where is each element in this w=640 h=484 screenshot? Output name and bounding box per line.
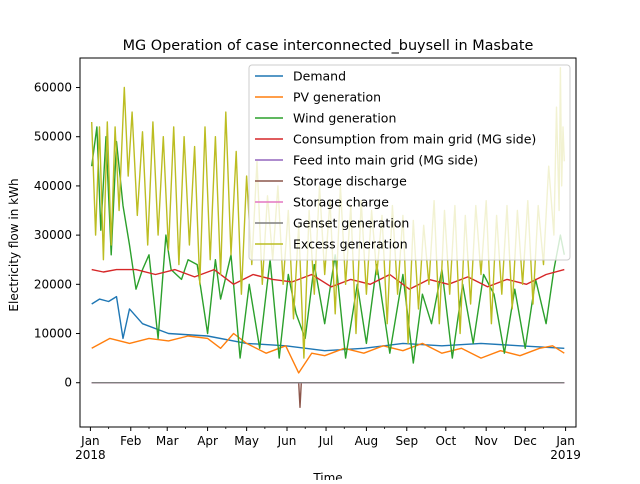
- x-tick-label-12: Jan: [555, 434, 575, 448]
- x-tick-label-0-year: 2018: [75, 448, 106, 462]
- y-tick-label-6: 60000: [34, 81, 72, 95]
- y-tick-label-2: 20000: [34, 277, 72, 291]
- x-tick-label-3: Apr: [197, 434, 218, 448]
- series-line-0: [91, 295, 565, 352]
- series-line-1: [91, 332, 565, 374]
- x-tick-label-5: Jun: [277, 434, 297, 448]
- y-tick-label-1: 10000: [34, 327, 72, 341]
- legend-label-8: Excess generation: [293, 237, 408, 252]
- legend-box: [248, 64, 571, 261]
- y-axis-label: Electricity flow in kWh: [7, 178, 21, 311]
- x-tick-label-9: Oct: [435, 434, 456, 448]
- legend: Demand PV generation Wind generation Consum…: [248, 64, 571, 261]
- legend-label-7: Genset generation: [293, 216, 409, 231]
- x-axis-label: Time: [312, 471, 342, 480]
- y-tick-label-5: 50000: [34, 130, 72, 144]
- legend-label-4: Feed into main grid (MG side): [293, 153, 478, 168]
- x-tick-label-4: May: [234, 434, 259, 448]
- legend-label-1: PV generation: [293, 90, 381, 105]
- y-tick-label-0: 0: [64, 376, 72, 390]
- y-tick-label-4: 40000: [34, 179, 72, 193]
- x-tick-label-2: Mar: [156, 434, 179, 448]
- legend-label-5: Storage discharge: [293, 174, 407, 189]
- x-tick-label-0: Jan: [80, 434, 100, 448]
- axes-frame: [79, 57, 577, 428]
- axes: 0100002000030000400005000060000Jan2018Fe…: [34, 57, 581, 462]
- series-line-2: [91, 126, 565, 364]
- x-tick-label-10: Nov: [474, 434, 497, 448]
- x-tick-label-11: Dec: [514, 434, 537, 448]
- x-tick-label-1: Feb: [120, 434, 141, 448]
- series-line-3: [91, 268, 565, 290]
- plot-area: [91, 67, 565, 408]
- legend-label-3: Consumption from main grid (MG side): [293, 132, 536, 147]
- x-tick-label-8: Sep: [395, 434, 418, 448]
- legend-label-0: Demand: [293, 69, 346, 84]
- legend-label-6: Storage charge: [293, 195, 389, 210]
- x-tick-label-12-year: 2019: [550, 448, 581, 462]
- y-tick-label-3: 30000: [34, 228, 72, 242]
- x-tick-label-7: Aug: [355, 434, 378, 448]
- legend-label-2: Wind generation: [293, 111, 396, 126]
- x-tick-label-6: Jul: [318, 434, 333, 448]
- chart-title: MG Operation of case interconnected_buys…: [123, 38, 534, 54]
